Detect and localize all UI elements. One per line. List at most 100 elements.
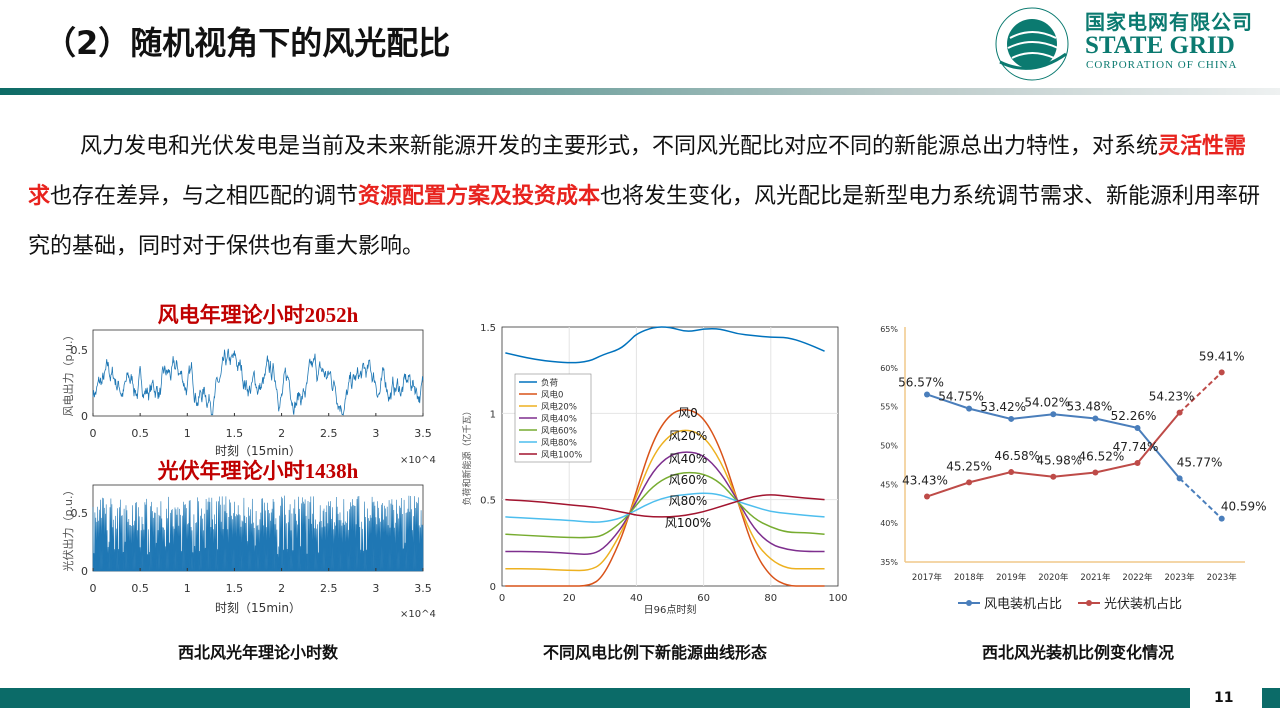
data-label: 53.48% xyxy=(1067,399,1113,413)
caption-left: 西北风光年理论小时数 xyxy=(177,643,339,662)
x-tick-label: 100 xyxy=(828,593,847,604)
curve-annotation: 风40% xyxy=(669,452,708,466)
x-tick-label: 2022年 xyxy=(1122,572,1153,583)
x-tick-label: 1 xyxy=(184,582,191,595)
series-line xyxy=(505,409,825,587)
data-label: 52.26% xyxy=(1111,409,1157,423)
chart-title: 风电年理论小时2052h xyxy=(158,303,359,327)
curve-annotation: 风20% xyxy=(669,429,708,443)
data-label: 46.58% xyxy=(994,449,1040,463)
series-line-projected xyxy=(1178,477,1223,520)
y-tick-label: 45% xyxy=(880,480,898,489)
data-label: 54.23% xyxy=(1149,390,1195,404)
legend-label: 负荷 xyxy=(541,378,559,389)
y-tick-label: 55% xyxy=(880,403,898,412)
x-axis-label: 日96点时刻 xyxy=(644,603,697,616)
data-point xyxy=(1176,409,1183,416)
x-tick-label: 3 xyxy=(372,427,379,440)
data-point xyxy=(1092,415,1099,422)
y-tick-label: 35% xyxy=(880,558,898,567)
data-point xyxy=(1092,469,1099,476)
legend-label: 风电0 xyxy=(541,390,563,401)
legend-label: 风电100% xyxy=(541,450,582,461)
series-line-projected xyxy=(1178,371,1223,414)
data-label: 46.52% xyxy=(1079,450,1125,464)
x-tick-label: 2023年 xyxy=(1207,572,1238,583)
footer-bar xyxy=(0,688,1190,708)
data-point xyxy=(966,405,973,412)
data-label: 54.75% xyxy=(938,390,984,404)
x-tick-label: 2 xyxy=(278,582,285,595)
x-multiplier-solar: ×10^4 xyxy=(400,609,436,620)
x-tick-label: 40 xyxy=(630,593,643,604)
data-point xyxy=(1008,469,1015,476)
series-line xyxy=(505,494,825,518)
x-tick-label: 2017年 xyxy=(912,572,943,583)
y-tick-label: 0 xyxy=(490,582,496,593)
para-seg: 也将发生变化，风光配比是新型电力系统调节需求、新能源利用率研究的基础，同时对于保… xyxy=(28,184,1261,259)
y-axis-label: 光伏出力（p.u.） xyxy=(61,485,75,572)
x-axis-label: 时刻（15min） xyxy=(215,444,301,458)
data-label: 45.25% xyxy=(946,459,992,473)
legend-marker xyxy=(1086,600,1092,606)
curve-annotation: 风0 xyxy=(678,406,698,420)
legend-label: 风电60% xyxy=(541,426,577,437)
para-seg: 也存在差异，与之相匹配的调节 xyxy=(50,184,359,209)
y-tick-label: 50% xyxy=(880,442,898,451)
legend-label: 风电装机占比 xyxy=(984,597,1062,612)
data-point xyxy=(924,391,930,398)
caption-middle: 不同风电比例下新能源曲线形态 xyxy=(542,643,768,662)
series-line xyxy=(505,326,825,364)
legend-marker xyxy=(966,600,972,606)
x-tick-label: 0.5 xyxy=(131,427,149,440)
data-point xyxy=(1134,460,1141,467)
series-line xyxy=(505,471,825,539)
y-tick-label: 40% xyxy=(880,519,898,528)
curve-annotation: 风100% xyxy=(665,516,711,530)
logo-sub-text: CORPORATION OF CHINA xyxy=(1086,59,1238,71)
plot-area xyxy=(92,329,424,417)
x-tick-label: 2 xyxy=(278,427,285,440)
x-tick-label: 3 xyxy=(372,582,379,595)
data-label: 56.57% xyxy=(898,375,944,389)
y-tick-label: 0.5 xyxy=(71,344,89,357)
x-multiplier-wind: ×10^4 xyxy=(400,455,436,466)
x-tick-label: 1 xyxy=(184,427,191,440)
page-title: （2）随机视角下的风光配比 xyxy=(44,24,451,62)
data-label: 54.02% xyxy=(1024,395,1070,409)
x-tick-label: 20 xyxy=(563,593,576,604)
intro-paragraph: 风力发电和光伏发电是当前及未来新能源开发的主要形式，不同风光配比对应不同的新能源… xyxy=(28,122,1268,272)
chart-title: 光伏年理论小时1438h xyxy=(157,459,359,483)
legend-label: 风电20% xyxy=(541,402,577,413)
y-tick-label: 60% xyxy=(880,364,898,373)
x-axis-label: 时刻（15min） xyxy=(215,601,301,615)
solar-output-area xyxy=(92,495,424,572)
legend-label: 风电80% xyxy=(541,438,577,449)
data-label: 45.77% xyxy=(1177,455,1223,469)
y-tick-label: 0 xyxy=(81,565,88,578)
x-tick-label: 3.5 xyxy=(414,427,432,440)
header-divider xyxy=(0,88,1280,95)
data-point xyxy=(1134,424,1141,431)
x-tick-label: 1.5 xyxy=(226,427,244,440)
data-label: 53.42% xyxy=(980,400,1026,414)
logo-en-text: STATE GRID xyxy=(1085,32,1235,59)
data-point xyxy=(1176,475,1183,482)
legend-label: 光伏装机占比 xyxy=(1104,597,1182,612)
data-point xyxy=(1050,473,1057,480)
y-axis-label: 负荷和新能源（亿千瓦） xyxy=(461,406,473,505)
caption-right: 西北风光装机比例变化情况 xyxy=(981,643,1175,662)
y-tick-label: 0.5 xyxy=(71,507,89,520)
wind-output-line xyxy=(92,348,424,416)
footer-bar-end xyxy=(1262,688,1280,708)
x-tick-label: 2018年 xyxy=(954,572,985,583)
state-grid-logo xyxy=(980,4,1280,84)
data-label: 47.74% xyxy=(1113,440,1159,454)
x-tick-label: 0 xyxy=(499,593,505,604)
x-tick-label: 0.5 xyxy=(131,582,149,595)
data-point xyxy=(1218,369,1225,376)
y-tick-label: 65% xyxy=(880,325,898,334)
x-tick-label: 3.5 xyxy=(414,582,432,595)
x-tick-label: 2020年 xyxy=(1038,572,1069,583)
y-tick-label: 1.5 xyxy=(480,323,496,334)
